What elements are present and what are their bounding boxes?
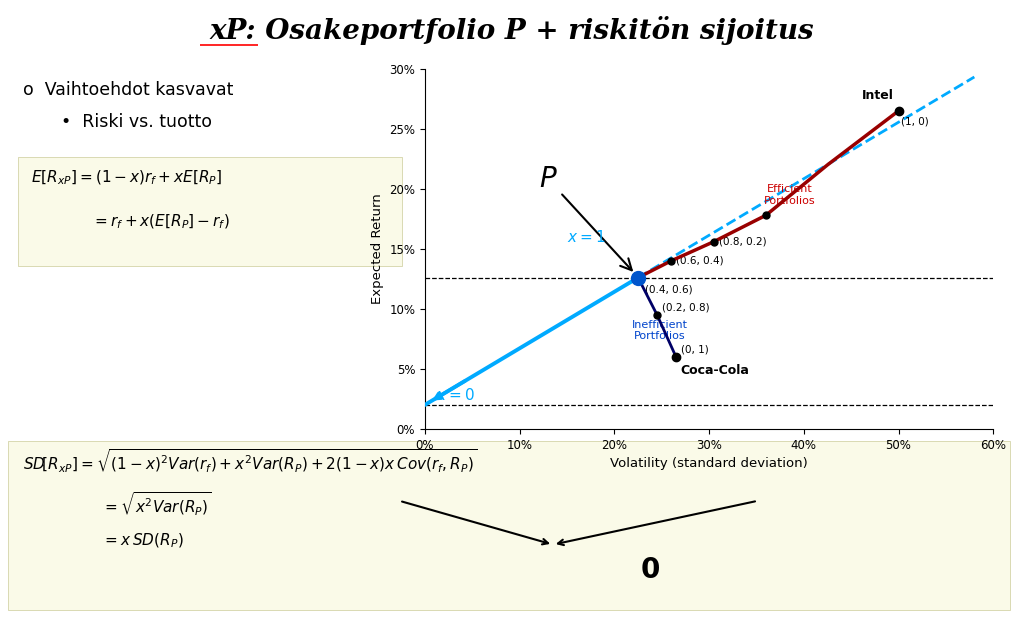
Text: $SD\!\left[R_{xP}\right] = \sqrt{(1-x)^2 Var(r_f) + x^2 Var(R_P) + 2(1-x)x\,Cov(: $SD\!\left[R_{xP}\right] = \sqrt{(1-x)^2… (23, 448, 476, 475)
Text: (0, 1): (0, 1) (681, 344, 709, 354)
Text: $= x\,SD(R_P)$: $= x\,SD(R_P)$ (102, 532, 184, 550)
Text: $x=0$: $x=0$ (436, 387, 475, 403)
Text: (0.6, 0.4): (0.6, 0.4) (676, 256, 724, 266)
Y-axis label: Expected Return: Expected Return (371, 193, 384, 304)
Text: •  Riski vs. tuotto: • Riski vs. tuotto (61, 113, 212, 131)
Text: (0.8, 0.2): (0.8, 0.2) (719, 237, 766, 247)
Text: Efficient
Portfolios: Efficient Portfolios (764, 184, 815, 206)
Text: xP: Osakeportfolio P + riskitön sijoitus: xP: Osakeportfolio P + riskitön sijoitus (210, 16, 814, 44)
Text: 0: 0 (641, 556, 659, 583)
Text: (0.4, 0.6): (0.4, 0.6) (645, 285, 692, 295)
X-axis label: Volatility (standard deviation): Volatility (standard deviation) (610, 457, 808, 470)
Text: Intel: Intel (862, 89, 894, 102)
Text: $= r_f + x\left(E[R_P] - r_f\right)$: $= r_f + x\left(E[R_P] - r_f\right)$ (92, 213, 229, 231)
Text: (0.2, 0.8): (0.2, 0.8) (662, 302, 710, 312)
Text: $= \sqrt{x^2 Var(R_P)}$: $= \sqrt{x^2 Var(R_P)}$ (102, 491, 212, 518)
Text: Inefficient
Portfolios: Inefficient Portfolios (632, 320, 688, 341)
Text: $x=1$: $x=1$ (567, 229, 605, 245)
Text: $P$: $P$ (539, 166, 632, 270)
Text: (1, 0): (1, 0) (901, 117, 929, 127)
Text: $E\left[R_{xP}\right] = (1-x)r_f + xE[R_P]$: $E\left[R_{xP}\right] = (1-x)r_f + xE[R_… (31, 169, 222, 187)
Text: o  Vaihtoehdot kasvavat: o Vaihtoehdot kasvavat (23, 81, 232, 100)
Text: Coca-Cola: Coca-Cola (681, 364, 750, 377)
